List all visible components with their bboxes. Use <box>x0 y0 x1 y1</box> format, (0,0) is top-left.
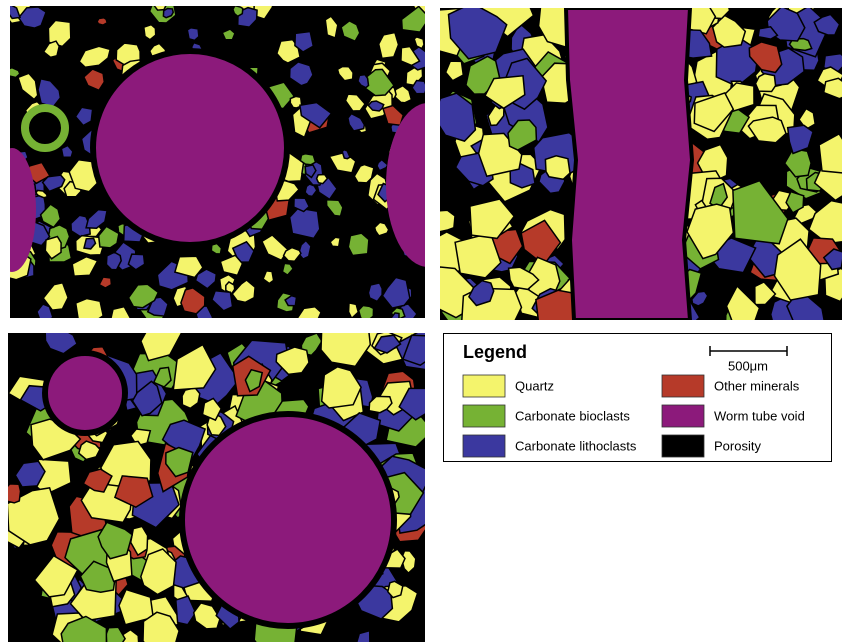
grain <box>359 306 374 322</box>
legend-label: Carbonate bioclasts <box>515 408 630 423</box>
legend-swatch <box>463 405 505 427</box>
legend-label: Quartz <box>515 378 554 393</box>
panel-bottom-left <box>0 312 446 644</box>
legend: Legend 500μm Quartz Carbonate bioclasts Ca… <box>444 334 832 462</box>
grain <box>290 208 320 238</box>
grain <box>155 3 166 10</box>
legend-label: Carbonate lithoclasts <box>515 438 637 453</box>
legend-swatch <box>662 435 704 457</box>
legend-swatch <box>662 375 704 397</box>
grain <box>348 233 369 255</box>
bioclast-ring <box>25 108 65 148</box>
grain <box>300 154 315 165</box>
grain <box>545 156 570 180</box>
grain <box>435 210 455 232</box>
legend-title: Legend <box>463 342 527 362</box>
worm-tube-void <box>93 51 287 245</box>
grain <box>2 484 20 503</box>
grain <box>368 283 382 302</box>
worm-tube-void <box>182 414 394 626</box>
figure: Legend 500μm Quartz Carbonate bioclasts Ca… <box>0 0 842 644</box>
panel-top-right <box>426 0 842 340</box>
legend-label: Other minerals <box>714 378 800 393</box>
grain <box>76 299 104 326</box>
legend-swatch <box>662 405 704 427</box>
scale-label: 500μm <box>728 358 768 373</box>
grain <box>187 28 199 41</box>
panel-top-left <box>0 0 470 328</box>
legend-label: Worm tube void <box>714 408 805 423</box>
worm-tube-void <box>45 353 125 433</box>
grain <box>97 18 107 25</box>
legend-swatch <box>463 435 505 457</box>
worm-tube-void <box>566 8 692 320</box>
legend-swatch <box>463 375 505 397</box>
grain <box>756 74 776 92</box>
legend-label: Porosity <box>714 438 761 453</box>
grain <box>144 25 156 40</box>
